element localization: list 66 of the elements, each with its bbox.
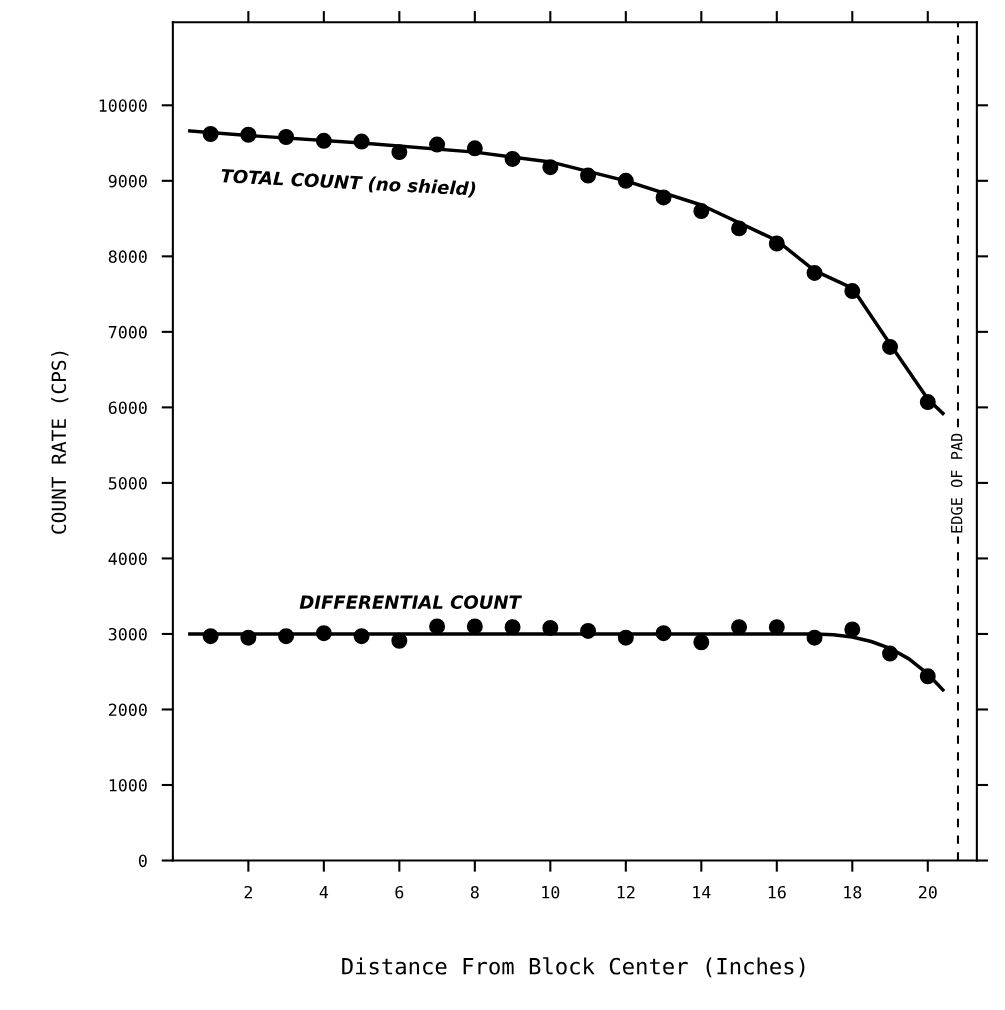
y-tick-label: 10000 <box>99 99 147 112</box>
point <box>542 619 559 636</box>
x-tick-label: 18 <box>844 885 862 899</box>
point <box>278 628 295 645</box>
point <box>429 136 446 153</box>
y-tick-label: 6000 <box>108 401 147 414</box>
point <box>768 619 785 636</box>
point <box>429 618 446 635</box>
point <box>882 338 899 355</box>
point <box>580 167 597 184</box>
x-tick-label: 8 <box>470 885 479 899</box>
point <box>315 625 332 642</box>
point <box>655 189 672 206</box>
point <box>919 394 936 411</box>
point <box>844 621 861 638</box>
x-tick-label: 12 <box>617 885 635 899</box>
point <box>504 619 521 636</box>
point <box>731 220 748 237</box>
point <box>693 203 710 220</box>
y-tick-label: 4000 <box>108 552 147 566</box>
x-tick-label: 6 <box>395 885 404 899</box>
y-tick-label: 0 <box>138 854 147 868</box>
point <box>391 632 408 649</box>
point <box>844 283 861 300</box>
point <box>391 144 408 161</box>
point <box>315 132 332 149</box>
point <box>617 629 634 646</box>
point <box>466 618 483 635</box>
series-label: TOTAL COUNT (no shield) <box>220 168 476 198</box>
x-axis-title: Distance From Block Center (Inches) <box>342 957 805 978</box>
point <box>278 129 295 145</box>
point <box>882 645 899 662</box>
y-tick-label: 1000 <box>109 779 147 792</box>
y-tick-label: 8000 <box>108 250 147 263</box>
point <box>202 628 219 645</box>
x-tick-label: 20 <box>918 885 937 899</box>
point <box>731 619 748 636</box>
point <box>240 126 257 143</box>
point <box>655 625 672 642</box>
point <box>806 629 823 646</box>
x-tick-label: 10 <box>542 885 560 899</box>
point <box>768 235 785 252</box>
point <box>466 140 483 157</box>
x-tick-label: 14 <box>693 886 711 899</box>
ref-line-label: EDGE OF PAD <box>950 433 963 533</box>
point <box>353 628 370 645</box>
y-tick-label: 9000 <box>108 174 147 188</box>
x-tick-label: 4 <box>319 886 329 899</box>
series-label: DIFFERENTIAL COUNT <box>299 595 523 609</box>
point <box>202 126 219 142</box>
x-tick-label: 16 <box>768 885 786 899</box>
y-axis-title: COUNT RATE (CPS) <box>51 351 69 534</box>
x-tick-label: 2 <box>244 885 252 899</box>
point <box>353 133 370 150</box>
y-tick-label: 5000 <box>108 476 147 490</box>
point <box>542 159 559 176</box>
point <box>617 172 634 189</box>
y-tick-label: 2000 <box>108 703 147 717</box>
point <box>919 668 936 685</box>
point <box>504 150 521 167</box>
point <box>580 622 597 639</box>
point <box>806 264 823 281</box>
point <box>240 629 257 646</box>
y-tick-label: 3000 <box>108 627 147 641</box>
y-tick-label: 7000 <box>108 325 147 339</box>
point <box>693 634 710 651</box>
